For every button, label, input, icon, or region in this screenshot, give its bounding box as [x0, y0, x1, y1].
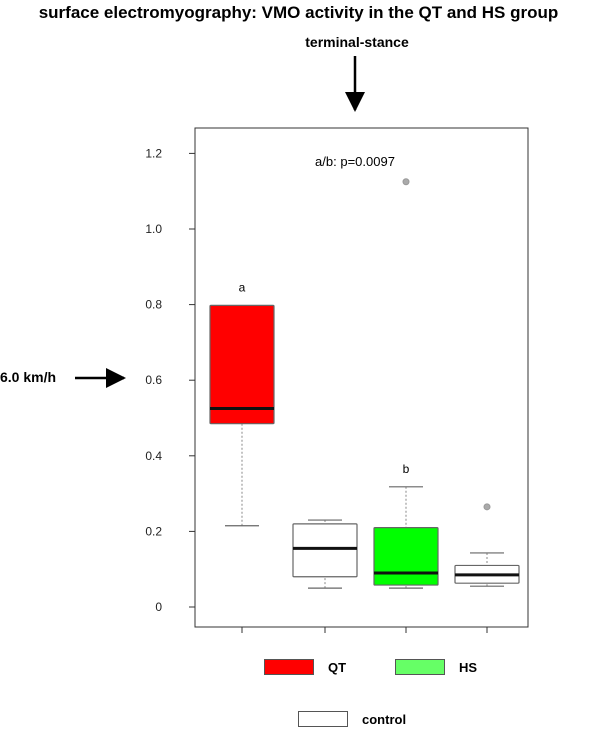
legend-swatch-qt — [264, 659, 314, 675]
y-tick-label: 0.2 — [145, 524, 162, 538]
terminal-stance-label: terminal-stance — [305, 34, 409, 50]
legend-label-qt: QT — [328, 659, 347, 675]
box-qt: a — [209, 280, 275, 527]
box-iqr — [209, 304, 275, 425]
y-tick-label: 1.2 — [145, 146, 162, 160]
legend-item-hs: HS — [395, 659, 477, 675]
box-control — [454, 503, 520, 587]
y-tick-label: 0 — [155, 600, 162, 614]
box-hs: b — [373, 178, 439, 589]
y-tick-label: 0.6 — [145, 373, 162, 387]
legend-swatch-hs — [395, 659, 445, 675]
outlier-point — [483, 503, 491, 511]
legend-label-hs: HS — [459, 659, 478, 675]
box-iqr — [373, 527, 439, 586]
outlier-point — [402, 178, 410, 186]
significance-letter: a — [239, 280, 246, 294]
legend-item-control: control — [298, 711, 406, 727]
legend-label-control: control — [362, 711, 407, 727]
legend-swatch-control — [298, 711, 348, 727]
p-value-annotation: a/b: p=0.0097 — [315, 154, 395, 169]
significance-letter: b — [403, 462, 410, 476]
y-tick-label: 1.0 — [145, 222, 162, 236]
chart-title: surface electromyography: VMO activity i… — [38, 3, 559, 22]
y-tick-label: 0.4 — [145, 449, 162, 463]
box-control — [292, 519, 358, 589]
plot-frame — [194, 127, 529, 628]
speed-label: 6.0 km/h — [0, 369, 57, 385]
legend-item-qt: QT — [264, 659, 346, 675]
y-tick-label: 0.8 — [145, 298, 162, 312]
box-iqr — [292, 523, 358, 578]
